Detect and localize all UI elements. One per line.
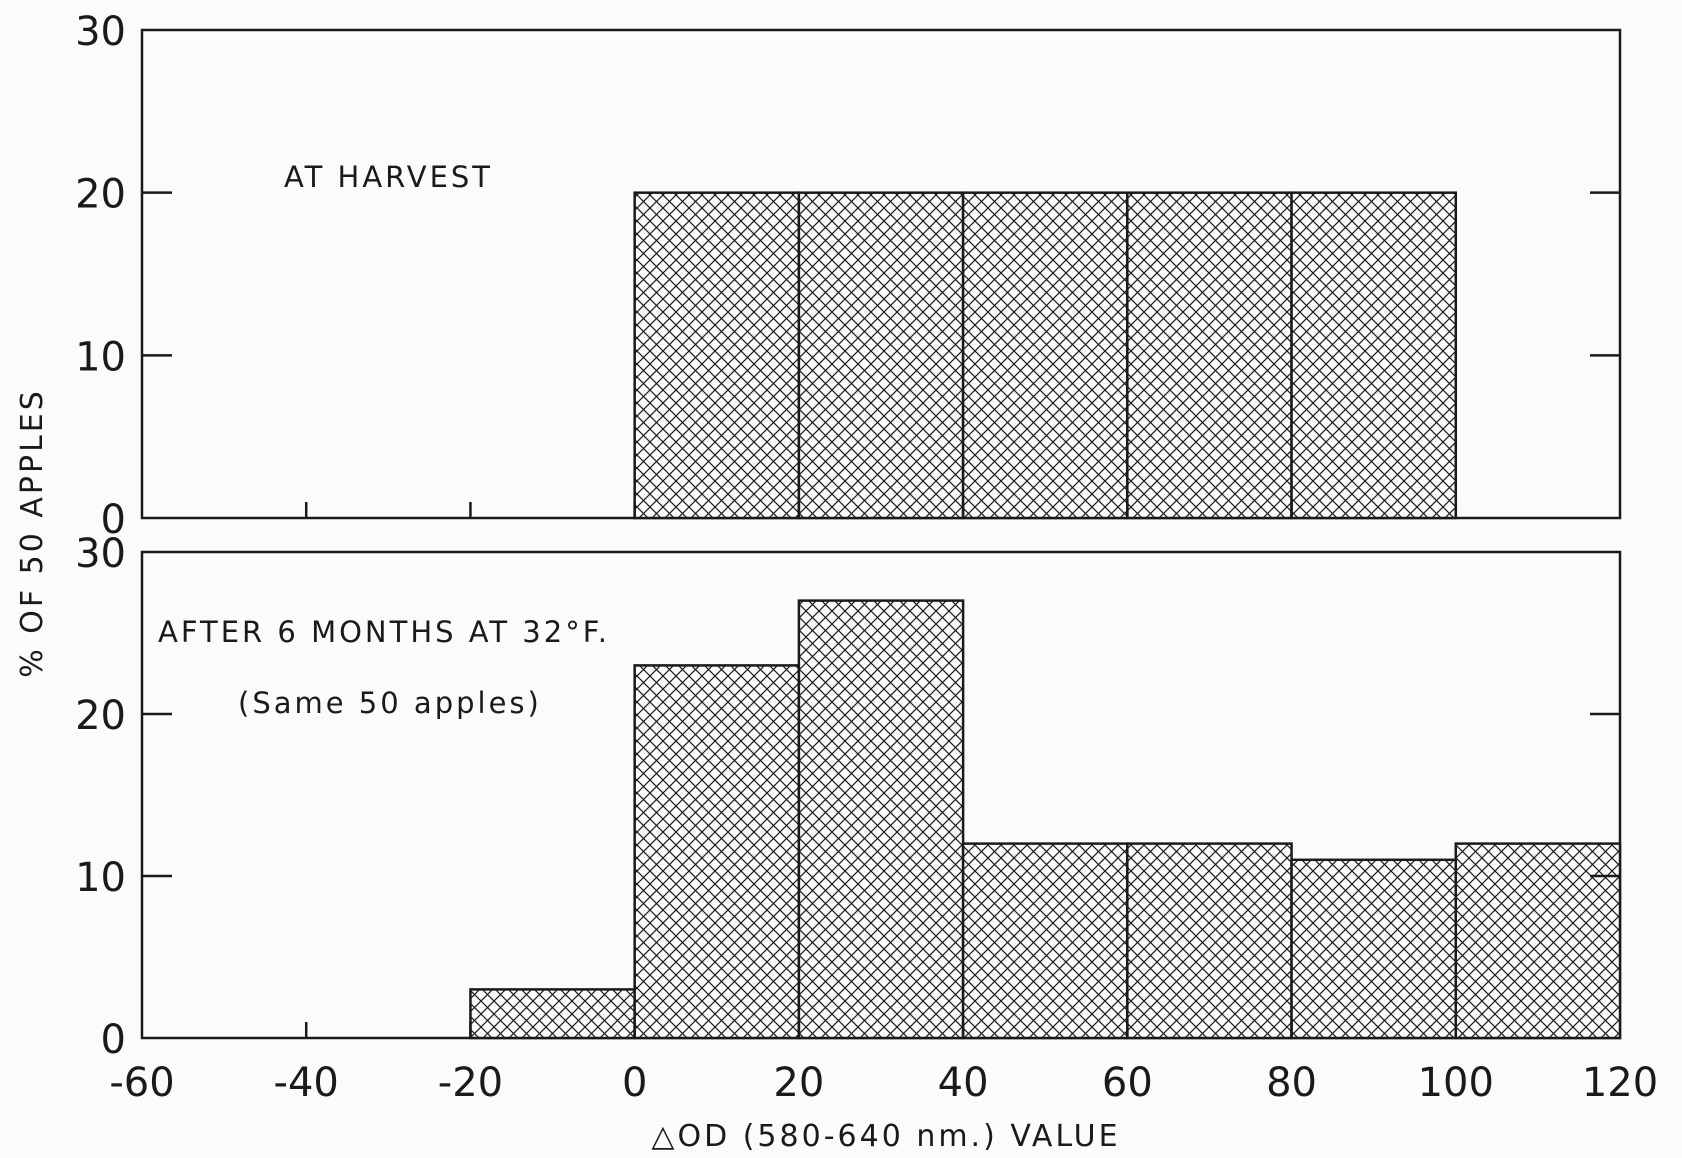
bottom-y-tick-label-30: 30 (75, 531, 126, 577)
top-panel-bars (633, 191, 1458, 520)
bottom-bar-3 (961, 842, 1129, 1040)
bottom-bar-5 (1290, 858, 1458, 1040)
x-tick-label--40: -40 (274, 1060, 339, 1106)
top-bar-1 (797, 191, 965, 520)
x-tick-label-100: 100 (1418, 1060, 1494, 1106)
bottom-y-tick-label-20: 20 (75, 693, 126, 739)
x-tick-label-20: 20 (773, 1060, 824, 1106)
x-tick-label-80: 80 (1266, 1060, 1317, 1106)
bottom-bar-6 (1454, 842, 1622, 1040)
top-y-tick-label-30: 30 (75, 9, 126, 55)
bottom-panel-bars (469, 599, 1622, 1040)
x-tick-label-0: 0 (622, 1060, 647, 1106)
top-bar-2 (961, 191, 1129, 520)
top-y-tick-label-0: 0 (101, 497, 126, 543)
top-bar-3 (1126, 191, 1293, 520)
bottom-bar-4 (1126, 842, 1293, 1040)
bottom-panel-y-ticks: 0 10 20 30 (75, 531, 1620, 1063)
bottom-y-tick-label-10: 10 (75, 855, 126, 901)
bottom-bar-1 (633, 664, 801, 1040)
x-axis-tick-labels: -60 -40 -20 0 20 40 60 80 100 120 (109, 1060, 1658, 1106)
top-bar-4 (1290, 191, 1458, 520)
top-bar-0 (633, 191, 801, 520)
top-panel-annotation: AT HARVEST (284, 160, 493, 194)
top-y-tick-label-10: 10 (75, 334, 126, 380)
x-tick-label-60: 60 (1102, 1060, 1153, 1106)
bottom-panel-x-ticks (304, 1022, 1458, 1038)
x-tick-label--20: -20 (438, 1060, 503, 1106)
bottom-panel: 0 10 20 30 AFTER 6 MONTHS AT 32°F. (Same 50… (75, 531, 1622, 1063)
bottom-y-tick-label-0: 0 (101, 1017, 126, 1063)
top-y-tick-label-20: 20 (75, 172, 126, 218)
bottom-panel-annotation-line-1: AFTER 6 MONTHS AT 32°F. (158, 615, 610, 649)
bottom-bar-2 (797, 599, 965, 1040)
x-tick-label--60: -60 (109, 1060, 174, 1106)
x-axis-title: △OD (580-640 nm.) VALUE (651, 1119, 1120, 1154)
bottom-bar-0 (469, 988, 636, 1040)
x-tick-label-40: 40 (938, 1060, 989, 1106)
bottom-panel-annotation-line-2: (Same 50 apples) (238, 686, 542, 720)
y-axis-title: % OF 50 APPLES (15, 388, 50, 678)
top-panel: 0 10 20 30 AT HARVEST (75, 9, 1622, 543)
top-panel-x-ticks (304, 502, 1458, 518)
top-panel-y-ticks: 0 10 20 30 (75, 9, 1620, 543)
x-tick-label-120: 120 (1582, 1060, 1658, 1106)
